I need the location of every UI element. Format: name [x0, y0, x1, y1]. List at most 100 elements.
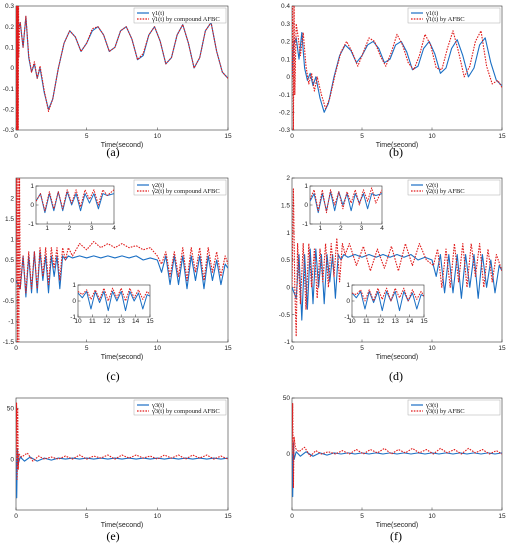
panel-a-y-tick-label: -0.1 [3, 86, 15, 93]
inset-c-2-x-tick-label: 13 [118, 318, 126, 325]
panel-f-x-tick-label: 10 [428, 513, 436, 520]
inset-c-1-y-tick-label: 0 [30, 202, 34, 209]
inset-c-2-y-tick-label: 0 [72, 298, 76, 305]
panel-b-caption: (b) [389, 145, 403, 159]
inset-d-1-y-tick-label: 0 [304, 202, 308, 209]
legend-box [133, 7, 227, 24]
panel-d-y-tick-label: 2 [286, 175, 290, 182]
legend-label: γ2(t) [151, 182, 164, 189]
inset-d-2-y-tick-label: 0 [346, 298, 350, 305]
panel-b-x-tick-label: 15 [498, 133, 506, 140]
panel-a-y-tick-label: 0 [10, 65, 14, 72]
panel-b-legend: γ1(t)γ̂1(t) by AFBC [407, 7, 501, 24]
panel-c-series-1-line [16, 251, 228, 298]
panel-e-x-axis-label: Time(second) [101, 522, 144, 529]
legend-label: γ̂3(t) by compound AFBC [151, 408, 220, 415]
panel-a-x-tick-label: 5 [85, 133, 89, 140]
inset-c-1-y-tick-label: 1 [30, 183, 34, 190]
panel-d-x-tick-label: 5 [360, 345, 364, 352]
panel-d-x-axis-label: Time(second) [376, 354, 419, 361]
legend-box [133, 399, 227, 416]
panel-c-y-tick-label: 0.5 [5, 257, 14, 264]
panel-f-series-1-line [292, 442, 502, 498]
panel-a-y-tick-label: 0.2 [5, 24, 14, 31]
inset-plot-area [352, 287, 424, 312]
panel-b-y-tick-label: 0.1 [281, 56, 290, 63]
panel-b-series-2-line [292, 6, 502, 130]
panel-c-plot-area [16, 178, 228, 342]
panel-a-legend: γ1(t)γ̂1(t) by compound AFBC [133, 7, 227, 24]
panel-f-legend: γ3(t)γ̂3(t) by AFBC [407, 399, 501, 416]
inset-d-2-x-tick-label: 15 [420, 318, 428, 325]
panel-f-y-tick-label: 0 [286, 451, 290, 458]
panel-e-frame [15, 397, 229, 511]
panel-f-series-2-line [292, 403, 502, 489]
legend-box [407, 179, 501, 196]
legend-label: γ̂2(t) by compound AFBC [151, 188, 220, 195]
panel-a-series-2-line [16, 6, 228, 130]
panel-b-x-tick-label: 5 [360, 133, 364, 140]
panel-a-y-tick-label: -0.3 [3, 127, 15, 134]
inset-c-2-y-tick-label: 1 [72, 282, 76, 289]
panel-d-y-tick-label: 0.5 [281, 257, 290, 264]
panel-b-x-axis-label: Time(second) [376, 142, 419, 149]
panel-d-legend: γ2(t)γ̂2(t) by AFBC [407, 179, 501, 196]
panel-c-inset-2: 10 11 12 13 14 15 -1 0 1 [70, 282, 154, 325]
panel-d-x-tick-label: 15 [498, 345, 506, 352]
inset-plot-area [78, 287, 150, 312]
panel-f-caption: (f) [390, 529, 402, 543]
inset-d-2-x-tick-label: 11 [363, 318, 370, 325]
inset-c-2-x-tick-label: 12 [103, 318, 111, 325]
inset-d-2-series-2-line [352, 287, 424, 302]
inset-c-2-series-1-line [78, 290, 150, 312]
panel-b-x-tick-label: 10 [428, 133, 436, 140]
panel-e-x-tick-label: 0 [14, 513, 18, 520]
panel-d-y-tick-label: 1 [286, 230, 290, 237]
inset-d-2-x-tick-label: 14 [406, 318, 414, 325]
panel-f-x-tick-label: 0 [290, 513, 294, 520]
panel-c-y-tick-label: 0 [10, 278, 14, 285]
panel-a-y-tick-label: 0.3 [5, 3, 14, 10]
panel-c-y-tick-label: -1 [8, 319, 14, 326]
legend-label: γ1(t) [425, 10, 438, 17]
panel-c-y-tick-label: 1 [10, 237, 14, 244]
panel-c-x-axis-label: Time(second) [101, 354, 144, 361]
inset-c-1-x-tick-label: 2 [68, 225, 72, 232]
panel-d-x-tick-label: 0 [290, 345, 294, 352]
inset-d-1-x-tick-label: 1 [318, 225, 322, 232]
panel-d-y-tick-label: 1.5 [281, 203, 290, 210]
inset-plot-area [310, 187, 382, 214]
panel-a: 0 5 10 15 -0.3 -0.2 -0.1 0 0.1 0.2 0.3 γ1(t)γ̂1(t) … [3, 3, 232, 159]
panel-f-x-axis-label: Time(second) [376, 522, 419, 529]
panel-a-caption: (a) [106, 145, 119, 159]
inset-d-1-series-2-line [310, 187, 382, 214]
panel-c-x-tick-label: 5 [85, 345, 89, 352]
legend-box [133, 179, 227, 196]
panel-b-y-tick-label: 0.4 [281, 3, 290, 10]
panel-b-x-tick-label: 0 [290, 133, 294, 140]
legend-box [407, 399, 501, 416]
inset-d-2-y-tick-label: 1 [346, 282, 350, 289]
legend-label: γ3(t) [151, 402, 164, 409]
panel-e-legend: γ3(t)γ̂3(t) by compound AFBC [133, 399, 227, 416]
panel-c-inset-1: 1 2 3 4 -1 0 1 [28, 183, 116, 232]
panel-a-frame [15, 5, 229, 131]
panel-c-y-tick-label: -0.5 [3, 298, 15, 305]
panel-c-x-tick-label: 0 [14, 345, 18, 352]
panel-d-series-1-line [292, 248, 502, 321]
panel-a-x-tick-label: 0 [14, 133, 18, 140]
legend-label: γ1(t) [151, 10, 164, 17]
inset-d-1-x-tick-label: 3 [360, 225, 364, 232]
panel-b-y-tick-label: -0.3 [279, 127, 291, 134]
inset-c-2-x-tick-label: 10 [74, 318, 82, 325]
panel-a-y-tick-label: -0.2 [3, 107, 15, 114]
panel-a-y-tick-label: 0.1 [5, 45, 14, 52]
panel-d-inset-1: 1 2 3 4 -1 0 1 [302, 183, 384, 232]
inset-d-1-y-tick-label: -1 [302, 221, 308, 228]
panel-c-y-tick-label: -1.5 [3, 339, 15, 346]
panel-e: 0 5 10 15 0 50 γ3(t)γ̂3(t) by compound AFBC Tim… [7, 397, 232, 543]
panel-e-series-2-line [16, 402, 228, 480]
legend-label: γ̂1(t) by AFBC [425, 16, 465, 23]
panel-b: 0 5 10 15 -0.3 -0.2 -0.1 0 0.1 0.2 0.3 0.4 γ1(t)γ̂1(… [279, 3, 506, 159]
